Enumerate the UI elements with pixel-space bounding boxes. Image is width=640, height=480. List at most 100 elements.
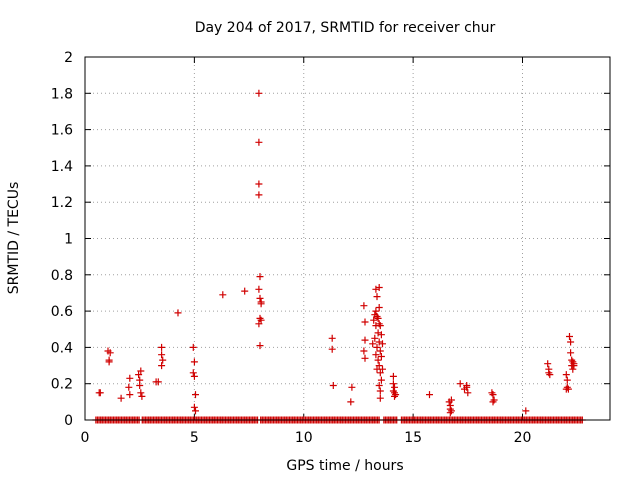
data-point	[379, 340, 386, 348]
data-point	[544, 360, 552, 368]
data-point	[154, 378, 162, 386]
data-point	[372, 307, 380, 315]
data-point	[375, 284, 383, 291]
data-point	[219, 291, 227, 299]
data-point	[372, 351, 380, 359]
data-point	[136, 382, 144, 389]
data-point	[126, 391, 134, 399]
data-point	[257, 316, 265, 324]
data-point	[360, 347, 368, 355]
data-point	[361, 318, 369, 326]
data-point	[464, 389, 472, 397]
x-axis-label: GPS time / hours	[286, 458, 403, 474]
data-point	[255, 89, 263, 97]
data-point	[375, 382, 383, 389]
data-point	[377, 353, 385, 360]
data-point	[174, 309, 182, 317]
data-point	[361, 336, 369, 344]
data-point	[256, 294, 264, 302]
data-point	[374, 314, 382, 322]
data-point	[105, 358, 113, 366]
x-tick-label: 10	[295, 430, 313, 446]
data-points	[95, 89, 578, 417]
data-point	[192, 407, 199, 415]
data-point	[328, 334, 336, 342]
data-point	[190, 403, 198, 411]
data-point	[369, 340, 377, 348]
data-point	[391, 392, 398, 400]
x-tick-label: 20	[514, 430, 532, 446]
data-point	[371, 334, 379, 342]
data-point	[96, 389, 104, 397]
data-point	[126, 374, 134, 382]
y-tick-label: 0.8	[51, 268, 73, 284]
data-point	[374, 356, 382, 364]
data-point	[255, 320, 263, 328]
data-point	[379, 365, 386, 373]
data-point	[192, 391, 199, 399]
y-tick-label: 1.2	[51, 195, 73, 211]
data-point	[255, 138, 263, 146]
y-tick-label: 1.4	[51, 159, 73, 175]
data-point	[389, 380, 397, 388]
data-point	[370, 316, 378, 324]
data-point	[256, 342, 264, 350]
data-point	[522, 407, 530, 415]
data-point	[375, 304, 383, 311]
data-point	[567, 338, 575, 346]
data-point	[241, 287, 249, 295]
grid	[85, 57, 610, 420]
data-point	[377, 376, 385, 384]
x-tick-label: 0	[81, 430, 90, 446]
y-tick-label: 0	[64, 413, 73, 429]
chart-title: Day 204 of 2017, SRMTID for receiver chu…	[195, 20, 496, 36]
data-point	[377, 331, 385, 339]
data-point	[329, 382, 337, 389]
data-point	[255, 191, 263, 199]
data-point	[376, 394, 384, 402]
data-point	[546, 371, 554, 379]
data-point	[373, 293, 381, 301]
data-point	[456, 380, 464, 388]
data-point	[489, 398, 497, 406]
data-point	[347, 398, 355, 406]
data-point	[376, 347, 384, 355]
y-axis-label: SRMTID / TECUs	[6, 182, 22, 295]
data-point	[117, 394, 125, 402]
data-point	[189, 343, 197, 351]
data-point	[348, 383, 356, 391]
x-tick-label: 15	[404, 430, 422, 446]
data-point	[426, 391, 433, 399]
data-point	[567, 349, 575, 357]
y-tick-label: 1.6	[51, 123, 73, 139]
data-point	[373, 343, 381, 351]
data-point	[106, 349, 114, 357]
data-point	[376, 369, 384, 377]
data-point	[135, 371, 143, 379]
data-point	[125, 383, 133, 391]
y-tick-label: 2	[64, 50, 73, 66]
data-point	[361, 354, 369, 362]
data-point	[255, 180, 263, 188]
y-tick-label: 1	[64, 232, 73, 248]
data-point	[190, 372, 198, 380]
data-point	[159, 356, 167, 364]
data-point	[569, 365, 577, 373]
data-point	[255, 285, 263, 293]
data-point	[137, 389, 145, 397]
y-tick-label: 0.2	[51, 377, 73, 393]
data-point	[446, 409, 454, 417]
y-tick-label: 1.8	[51, 86, 73, 102]
data-point	[328, 345, 336, 353]
data-point	[257, 300, 265, 308]
data-point	[570, 362, 578, 370]
data-point	[256, 273, 264, 281]
y-tick-label: 0.6	[51, 304, 73, 320]
plot-frame	[84, 56, 611, 421]
data-point	[389, 372, 397, 380]
data-point	[463, 383, 471, 391]
data-point	[489, 391, 497, 399]
data-point	[158, 362, 166, 370]
